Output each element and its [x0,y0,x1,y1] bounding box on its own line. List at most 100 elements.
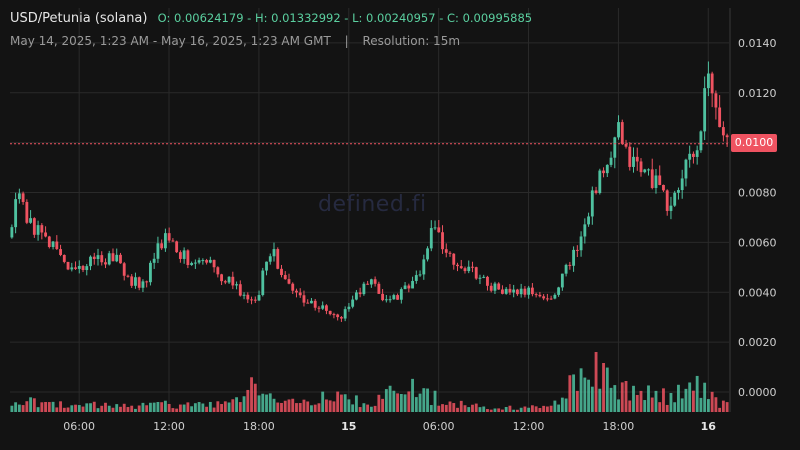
candle-body [414,275,418,281]
volume-bar [197,402,201,412]
candle-body [227,276,231,283]
candle-body [523,288,527,295]
volume-bar [680,398,684,412]
candle-body [594,190,598,193]
volume-bar [512,409,516,412]
volume-bar [66,407,70,412]
volume-bar [568,375,572,412]
volume-bar [654,390,658,412]
candle-body [111,253,115,262]
candle-body [617,122,620,138]
candle-body [665,190,669,211]
volume-bar [572,374,576,412]
volume-bar [594,352,598,412]
volume-bar [478,407,482,412]
candle-body [280,268,283,276]
candle-body [89,256,92,267]
volume-bar [10,405,14,412]
candle-body [32,218,36,235]
volume-bar [130,405,134,412]
volume-bar [81,406,85,412]
candle-body [669,205,673,211]
candle-body [47,236,51,247]
volume-bar [104,402,107,412]
candle-body [197,260,201,263]
volume-bar [422,388,426,412]
candle-body [310,300,313,304]
candle-body [549,298,553,300]
volume-bar [25,401,29,412]
volume-bar [523,406,527,412]
volume-bar [590,386,594,412]
candle-body [403,285,407,290]
volume-bar [677,384,680,412]
volume-bar [583,377,587,412]
candle-body [302,295,306,303]
candle-body [328,310,332,315]
volume-bar [452,403,456,412]
candle-body [186,250,190,266]
volume-bar [220,404,224,412]
volume-bar [32,398,36,412]
candle-body [62,254,66,262]
volume-bar [111,407,115,412]
candle-body [81,266,85,271]
price-axis[interactable]: 0.0000 0.0020 0.0040 0.0060 0.0080 0.0100 0.01… [729,8,777,412]
volume-bar [489,409,493,412]
chart-header: USD/Petunia (solana) O: 0.00624179 - H: … [10,11,532,26]
candle-body [564,264,568,274]
candle-body [508,288,512,293]
candle-body [605,164,609,174]
y-tick-label: 0.0140 [738,37,777,50]
candle-body [632,156,635,167]
volume-bar [414,397,418,412]
ohlc-readout: O: 0.00624179 - H: 0.01332992 - L: 0.002… [157,11,533,25]
volume-bar [343,394,347,412]
volume-bar [617,399,620,412]
separator: | [344,34,349,48]
volume-bar [714,397,718,412]
volume-bar [504,407,508,412]
volume-bar [107,405,111,412]
volume-bar [703,382,707,412]
volume-bar [321,391,325,412]
candle-body [587,216,590,225]
time-axis[interactable]: 06:00 12:00 18:00 15 06:00 12:00 18:00 16 [63,420,716,433]
candle-body [396,295,400,300]
candle-body [295,290,298,293]
volume-bar [358,407,362,412]
volume-bar [325,399,328,412]
candle-body [545,298,549,300]
volume-bar [725,402,729,412]
candle-body [325,305,328,311]
volume-bar [602,362,605,412]
volume-bar [564,398,568,412]
candle-body [193,262,197,264]
volume-bar [650,397,654,412]
volume-bar [149,402,152,412]
candle-body [265,261,268,271]
volume-bar [134,408,137,412]
candle-body [444,249,448,253]
volume-bar [639,390,643,412]
candle-body [489,285,493,291]
candle-body [373,279,377,284]
volume-bar [692,390,695,412]
volume-bar [534,406,538,412]
volume-bar [399,393,403,412]
candle-body [456,264,459,267]
volume-bar [21,405,25,412]
candle-body [369,279,373,285]
candle-body [527,287,531,295]
volume-bar [313,404,317,412]
volume-bar [598,388,602,412]
volume-bar [587,379,590,412]
candle-body [725,135,729,138]
volume-bar [396,393,400,412]
candle-body [163,233,167,249]
volume-bar [212,407,216,412]
candle-body [699,131,703,151]
volume-bar [261,393,265,412]
volume-bar [632,385,635,412]
